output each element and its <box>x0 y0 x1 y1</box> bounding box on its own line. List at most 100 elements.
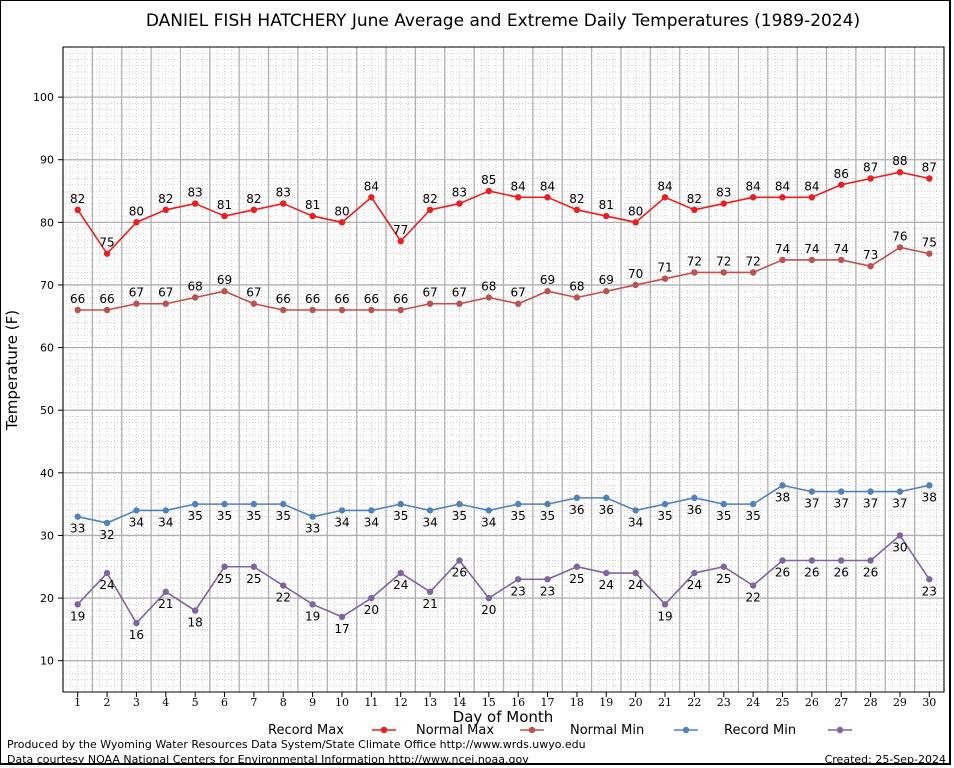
normal-max-data-label: 72 <box>745 254 760 268</box>
normal-min-point <box>74 513 81 520</box>
normal-max-point <box>103 306 111 314</box>
normal-min-data-label: 35 <box>188 509 203 523</box>
normal-min-data-label: 34 <box>481 515 496 529</box>
normal-max-data-label: 69 <box>217 273 232 287</box>
record-max-data-label: 82 <box>422 192 437 206</box>
normal-max-point <box>309 306 316 314</box>
record-min-data-label: 19 <box>305 609 320 623</box>
record-min-data-label: 26 <box>863 565 878 579</box>
normal-max-data-label: 69 <box>599 273 614 287</box>
normal-max-point <box>397 306 404 314</box>
record-min-data-label: 21 <box>158 597 173 611</box>
normal-max-point <box>573 294 581 301</box>
record-max-data-label: 84 <box>657 179 672 193</box>
record-min-point <box>368 594 375 602</box>
legend-label-record-min: Record Min <box>724 723 796 738</box>
record-max-data-label: 87 <box>922 161 937 175</box>
record-min-data-label: 24 <box>393 578 408 592</box>
record-max-point <box>162 206 169 214</box>
record-min-point <box>779 557 786 564</box>
normal-max-data-label: 66 <box>305 292 320 306</box>
record-max-data-label: 82 <box>569 192 584 206</box>
normal-min-data-label: 34 <box>158 515 173 529</box>
normal-min-data-label: 35 <box>217 509 232 523</box>
x-tick-label: 23 <box>717 696 731 709</box>
record-max-point <box>808 194 816 201</box>
record-min-data-label: 26 <box>775 565 790 579</box>
record-min-data-label: 26 <box>834 565 849 579</box>
record-min-point <box>632 569 639 577</box>
record-max-data-label: 84 <box>364 179 379 193</box>
record-max-data-label: 75 <box>99 236 114 250</box>
normal-min-point <box>632 507 639 514</box>
record-max-point <box>368 194 375 201</box>
normal-max-data-label: 67 <box>452 286 467 300</box>
record-min-point <box>808 557 816 564</box>
normal-max-point <box>426 300 434 307</box>
x-tick-label: 12 <box>394 696 408 709</box>
record-max-point <box>133 219 140 226</box>
record-max-data-label: 84 <box>775 179 790 193</box>
record-min-point <box>426 588 434 596</box>
record-min-point <box>103 569 111 577</box>
normal-min-point <box>191 500 199 508</box>
normal-min-point <box>103 519 111 527</box>
record-min-point <box>74 601 81 608</box>
normal-min-data-label: 36 <box>687 503 702 517</box>
normal-min-data-label: 34 <box>364 515 379 529</box>
normal-min-point <box>221 500 228 508</box>
record-min-data-label: 25 <box>716 572 731 586</box>
x-tick-label: 19 <box>599 696 613 709</box>
credit-noaa: Data courtesy NOAA National Centers for … <box>7 753 529 766</box>
normal-max-point <box>162 300 169 307</box>
normal-min-data-label: 37 <box>804 497 819 511</box>
normal-min-data-label: 33 <box>305 522 320 536</box>
record-min-point <box>691 569 698 577</box>
record-min-point <box>514 576 522 583</box>
record-max-data-label: 86 <box>834 167 849 181</box>
normal-min-data-label: 36 <box>599 503 614 517</box>
normal-max-data-label: 69 <box>540 273 555 287</box>
record-min-data-label: 24 <box>687 578 702 592</box>
normal-min-point <box>485 507 493 514</box>
y-tick-label: 40 <box>40 467 54 480</box>
normal-max-point <box>691 269 698 276</box>
x-tick-label: 7 <box>250 696 257 709</box>
normal-max-point <box>544 288 551 295</box>
normal-max-point <box>749 269 757 276</box>
normal-max-data-label: 66 <box>334 292 349 306</box>
record-max-data-label: 88 <box>892 154 907 168</box>
normal-max-point <box>632 281 639 289</box>
normal-max-data-label: 68 <box>188 279 203 293</box>
normal-min-point <box>661 500 669 508</box>
normal-min-point <box>838 488 845 495</box>
record-max-data-label: 82 <box>246 192 261 206</box>
record-max-data-label: 84 <box>540 179 555 193</box>
x-tick-label: 15 <box>482 696 496 709</box>
record-min-data-label: 18 <box>188 616 203 630</box>
chart-title: DANIEL FISH HATCHERY June Average and Ex… <box>146 11 860 31</box>
normal-max-point <box>74 306 81 314</box>
record-min-point <box>661 601 669 608</box>
normal-min-line <box>77 484 930 524</box>
x-tick-label: 24 <box>746 696 760 709</box>
record-min-data-label: 26 <box>804 565 819 579</box>
legend-label-record-max: Record Max <box>268 723 344 738</box>
normal-min-point <box>397 500 404 508</box>
normal-min-point <box>514 500 522 508</box>
record-min-point <box>397 569 404 577</box>
record-max-data-label: 77 <box>393 223 408 237</box>
normal-max-data-label: 74 <box>804 242 819 256</box>
x-tick-label: 20 <box>629 696 643 709</box>
normal-min-data-label: 34 <box>422 515 437 529</box>
normal-max-data-label: 67 <box>511 286 526 300</box>
normal-min-point <box>426 507 434 514</box>
record-max-data-label: 84 <box>511 179 526 193</box>
normal-max-data-label: 67 <box>422 286 437 300</box>
record-min-point <box>749 582 757 589</box>
normal-min-data-label: 35 <box>276 509 291 523</box>
legend-label-normal-min: Normal Min <box>570 723 644 738</box>
normal-max-data-label: 74 <box>775 242 790 256</box>
record-min-data-label: 22 <box>276 591 291 605</box>
